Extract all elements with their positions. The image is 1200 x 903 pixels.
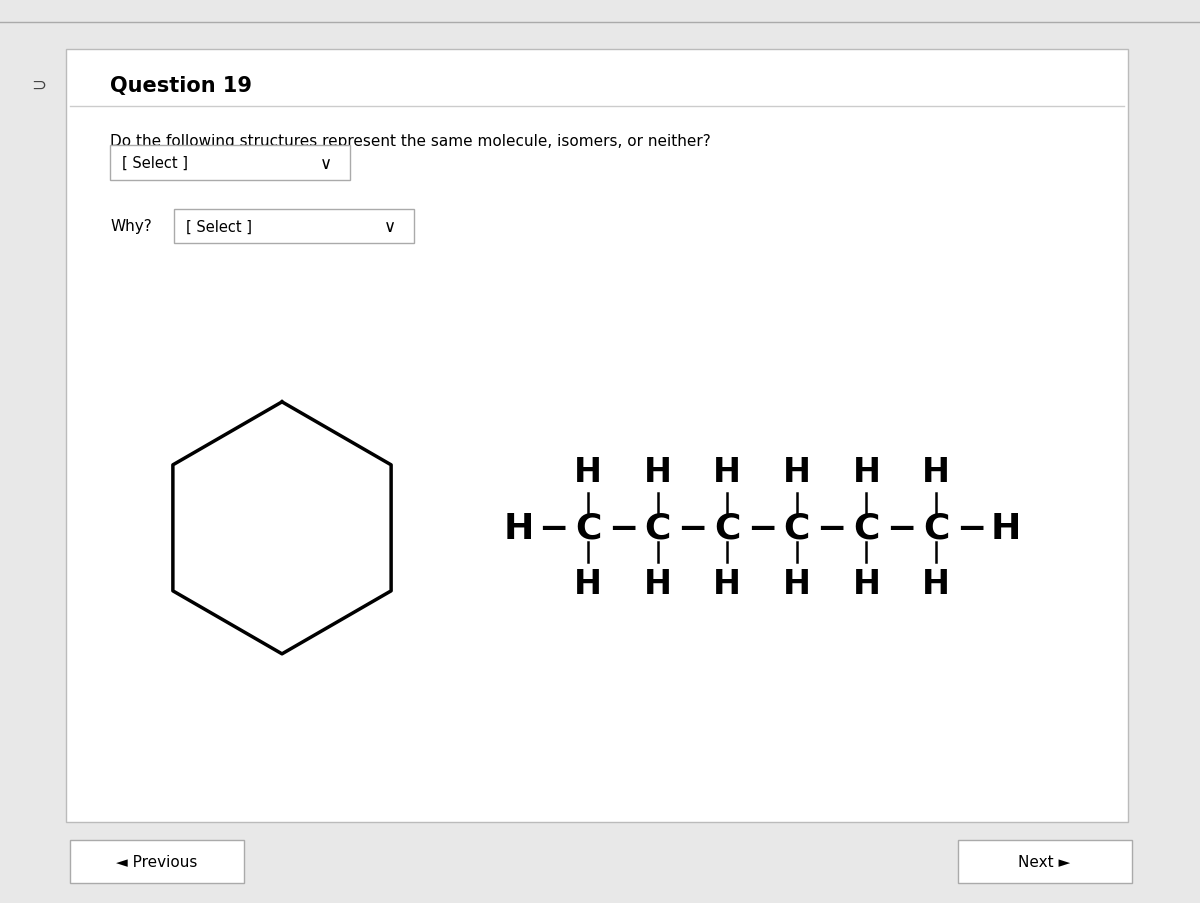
FancyBboxPatch shape [958, 840, 1132, 883]
Text: H: H [852, 568, 881, 600]
FancyBboxPatch shape [70, 840, 244, 883]
FancyBboxPatch shape [110, 146, 350, 181]
Text: [ Select ]: [ Select ] [122, 156, 188, 171]
Text: Question 19: Question 19 [110, 76, 252, 96]
Text: C: C [644, 511, 671, 545]
FancyBboxPatch shape [66, 50, 1128, 822]
Text: Do the following structures represent the same molecule, isomers, or neither?: Do the following structures represent th… [110, 135, 712, 149]
Text: H: H [852, 456, 881, 489]
Text: H: H [643, 456, 672, 489]
Text: ∨: ∨ [320, 154, 332, 172]
Text: H: H [782, 568, 811, 600]
Text: ∨: ∨ [384, 218, 396, 236]
Text: H: H [503, 511, 534, 545]
Text: −: − [955, 511, 986, 545]
Text: [ Select ]: [ Select ] [186, 219, 252, 234]
Text: −: − [746, 511, 778, 545]
Text: H: H [990, 511, 1021, 545]
Text: Why?: Why? [110, 219, 152, 233]
Text: C: C [784, 511, 810, 545]
Text: H: H [643, 568, 672, 600]
Text: −: − [607, 511, 638, 545]
Text: −: − [816, 511, 847, 545]
Text: H: H [574, 568, 602, 600]
Text: H: H [713, 456, 742, 489]
Text: H: H [922, 456, 950, 489]
Text: −: − [886, 511, 917, 545]
Text: C: C [853, 511, 880, 545]
Text: −: − [677, 511, 708, 545]
Text: H: H [574, 456, 602, 489]
FancyBboxPatch shape [174, 209, 414, 244]
Text: C: C [714, 511, 740, 545]
Text: ◄ Previous: ◄ Previous [116, 854, 197, 869]
Text: H: H [782, 456, 811, 489]
Text: H: H [922, 568, 950, 600]
Text: −: − [538, 511, 569, 545]
Text: Next ►: Next ► [1019, 854, 1070, 869]
Text: ⊃: ⊃ [31, 77, 46, 95]
Text: C: C [923, 511, 949, 545]
Text: C: C [575, 511, 601, 545]
Text: H: H [713, 568, 742, 600]
